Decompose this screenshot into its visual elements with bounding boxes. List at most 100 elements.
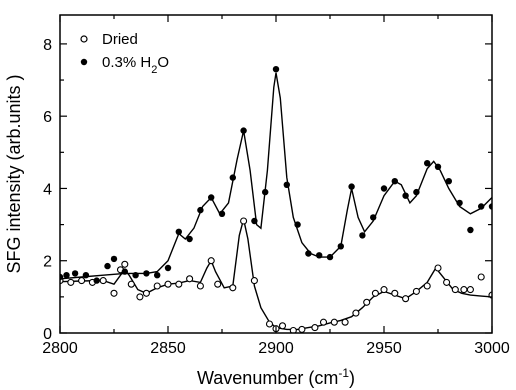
data-point-dried bbox=[175, 280, 183, 288]
data-point-dried bbox=[371, 289, 379, 297]
data-point-dried bbox=[278, 322, 287, 330]
data-point-dried bbox=[142, 289, 150, 297]
data-point-h2o bbox=[208, 194, 215, 201]
data-point-dried bbox=[311, 324, 319, 332]
data-point-dried bbox=[460, 286, 468, 294]
data-point-h2o bbox=[305, 250, 312, 257]
data-point-h2o bbox=[456, 199, 463, 207]
data-point-dried bbox=[67, 278, 75, 286]
data-point-h2o bbox=[132, 272, 139, 279]
data-point-dried bbox=[250, 277, 258, 285]
data-point-h2o bbox=[104, 262, 111, 270]
data-point-h2o bbox=[229, 174, 236, 181]
data-point-h2o bbox=[143, 270, 150, 277]
y-tick-label: 4 bbox=[43, 181, 52, 198]
data-point-dried bbox=[402, 295, 410, 303]
data-point-h2o bbox=[154, 272, 161, 279]
data-point-h2o bbox=[348, 183, 355, 190]
y-tick-label: 0 bbox=[43, 326, 52, 343]
data-point-h2o bbox=[82, 272, 90, 279]
data-point-h2o bbox=[445, 178, 452, 185]
data-point-dried bbox=[319, 318, 328, 326]
data-point-dried bbox=[265, 320, 274, 328]
legend-label-h2o: 0.3% H2O bbox=[102, 54, 169, 76]
data-point-h2o bbox=[488, 203, 492, 210]
data-point-h2o bbox=[175, 228, 182, 235]
data-point-h2o bbox=[251, 217, 258, 225]
data-point-dried bbox=[240, 217, 248, 225]
data-point-h2o bbox=[63, 272, 70, 279]
data-point-h2o bbox=[326, 253, 334, 261]
legend-marker-h2o bbox=[80, 58, 88, 66]
data-point-h2o bbox=[186, 235, 193, 243]
data-point-h2o bbox=[380, 185, 388, 192]
x-axis-label: Wavenumber (cm-1) bbox=[197, 366, 355, 388]
data-point-h2o bbox=[272, 66, 280, 73]
data-point-dried bbox=[363, 298, 371, 306]
data-point-dried bbox=[341, 318, 349, 326]
data-point-h2o bbox=[93, 277, 100, 284]
data-point-dried bbox=[451, 286, 459, 294]
x-tick-label: 2900 bbox=[258, 340, 294, 357]
data-point-dried bbox=[99, 277, 107, 285]
data-point-dried bbox=[78, 277, 86, 285]
data-point-h2o bbox=[283, 181, 290, 188]
fit-line-h2o bbox=[60, 72, 492, 280]
axes: 2800 2850 2900 2950 3000 0 2 4 6 8 bbox=[42, 14, 510, 357]
data-point-dried bbox=[207, 257, 215, 265]
data-point-h2o bbox=[60, 273, 64, 281]
y-tick-label: 8 bbox=[43, 37, 52, 54]
data-point-dried bbox=[127, 280, 135, 288]
data-point-h2o bbox=[467, 226, 474, 234]
data-point-h2o bbox=[413, 188, 420, 196]
data-point-dried bbox=[136, 293, 144, 301]
data-point-h2o bbox=[337, 243, 344, 250]
y-tick-label: 2 bbox=[43, 254, 52, 271]
y-tick-label: 6 bbox=[43, 109, 52, 126]
data-point-h2o bbox=[424, 160, 431, 167]
data-point-h2o bbox=[197, 206, 204, 214]
data-point-dried bbox=[196, 282, 204, 290]
data-point-dried bbox=[121, 260, 129, 268]
data-point-dried bbox=[423, 282, 431, 290]
x-tick-label: 3000 bbox=[474, 340, 510, 357]
y-axis-label: SFG intensity (arb.units ) bbox=[4, 74, 24, 273]
data-point-dried bbox=[153, 282, 161, 290]
data-point-dried bbox=[380, 286, 388, 294]
x-tick-label: 2850 bbox=[150, 340, 186, 357]
data-point-h2o bbox=[262, 188, 269, 196]
data-point-h2o bbox=[71, 270, 79, 277]
data-point-h2o bbox=[240, 127, 247, 134]
data-point-h2o bbox=[110, 255, 118, 263]
data-point-dried bbox=[186, 275, 194, 283]
x-tick-label: 2950 bbox=[366, 340, 402, 357]
data-point-dried bbox=[352, 309, 360, 317]
data-point-dried bbox=[298, 325, 306, 333]
data-point-dried bbox=[443, 278, 451, 286]
legend: Dried 0.3% H2O bbox=[80, 31, 169, 76]
data-point-h2o bbox=[359, 232, 366, 239]
data-point-h2o bbox=[164, 264, 172, 272]
legend-label-dried: Dried bbox=[102, 31, 138, 48]
legend-marker-dried bbox=[80, 35, 88, 43]
plot-content bbox=[60, 66, 492, 333]
plot-area bbox=[60, 66, 492, 333]
data-point-dried bbox=[164, 280, 172, 288]
data-point-dried bbox=[110, 289, 118, 297]
data-point-dried bbox=[229, 284, 237, 292]
data-point-dried bbox=[289, 326, 297, 333]
data-point-dried bbox=[330, 318, 338, 326]
data-point-h2o bbox=[391, 178, 398, 185]
data-point-h2o bbox=[434, 163, 442, 170]
data-point-h2o bbox=[218, 210, 226, 217]
data-point-dried bbox=[434, 264, 442, 272]
data-point-h2o bbox=[294, 221, 301, 228]
data-point-dried bbox=[477, 273, 485, 281]
x-tick-label: 2800 bbox=[42, 340, 78, 357]
data-point-dried bbox=[412, 287, 420, 295]
data-point-dried bbox=[214, 280, 222, 288]
data-point-dried bbox=[466, 286, 474, 294]
data-point-h2o bbox=[370, 214, 377, 221]
data-point-h2o bbox=[316, 252, 323, 259]
